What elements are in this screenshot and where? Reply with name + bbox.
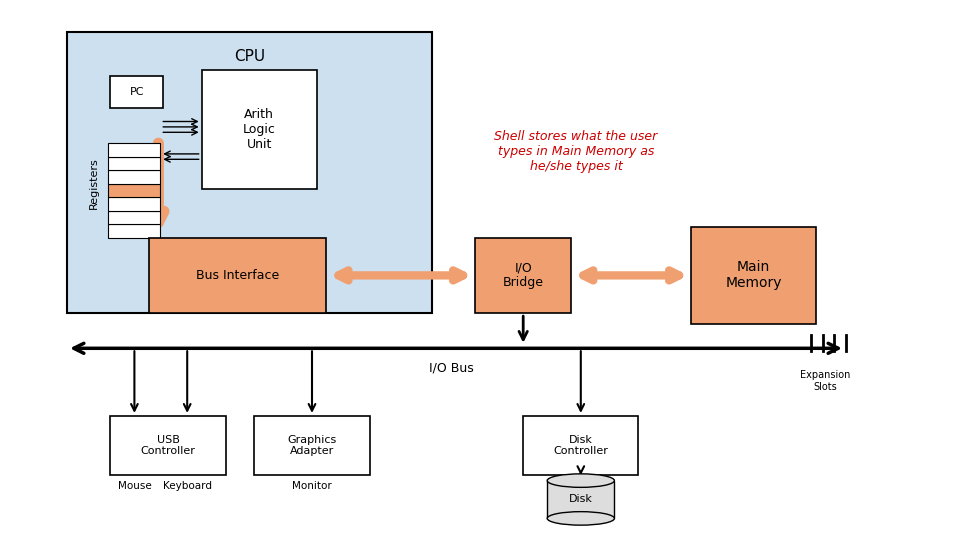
- Text: Expansion
Slots: Expansion Slots: [801, 370, 851, 392]
- Bar: [108, 170, 160, 184]
- Text: CPU: CPU: [234, 49, 265, 64]
- Bar: [108, 157, 160, 170]
- Text: Arith
Logic
Unit: Arith Logic Unit: [243, 108, 276, 151]
- Text: Graphics
Adapter: Graphics Adapter: [287, 435, 337, 456]
- FancyBboxPatch shape: [67, 32, 432, 313]
- Text: Keyboard: Keyboard: [162, 481, 212, 491]
- FancyBboxPatch shape: [149, 238, 326, 313]
- Text: Registers: Registers: [89, 158, 99, 210]
- Bar: [108, 224, 160, 238]
- FancyBboxPatch shape: [475, 238, 571, 313]
- Ellipse shape: [547, 474, 614, 487]
- Text: Disk
Controller: Disk Controller: [553, 435, 609, 456]
- Text: Monitor: Monitor: [292, 481, 332, 491]
- Text: USB
Controller: USB Controller: [140, 435, 196, 456]
- Bar: [108, 143, 160, 157]
- Ellipse shape: [547, 512, 614, 525]
- Text: Bus Interface: Bus Interface: [196, 269, 279, 282]
- Text: Mouse: Mouse: [117, 481, 152, 491]
- Text: I/O
Bridge: I/O Bridge: [503, 261, 543, 289]
- Text: PC: PC: [130, 87, 144, 97]
- FancyBboxPatch shape: [254, 416, 370, 475]
- FancyBboxPatch shape: [547, 481, 614, 518]
- Text: Disk: Disk: [569, 495, 592, 504]
- FancyBboxPatch shape: [110, 76, 163, 108]
- FancyBboxPatch shape: [523, 416, 638, 475]
- Text: Main
Memory: Main Memory: [726, 260, 781, 291]
- Text: Shell stores what the user
types in Main Memory as
he/she types it: Shell stores what the user types in Main…: [494, 130, 658, 173]
- FancyBboxPatch shape: [110, 416, 226, 475]
- Text: I/O Bus: I/O Bus: [429, 362, 473, 375]
- FancyBboxPatch shape: [691, 227, 816, 324]
- Bar: [108, 197, 160, 211]
- FancyBboxPatch shape: [202, 70, 317, 189]
- Bar: [108, 211, 160, 224]
- Bar: [108, 184, 160, 197]
